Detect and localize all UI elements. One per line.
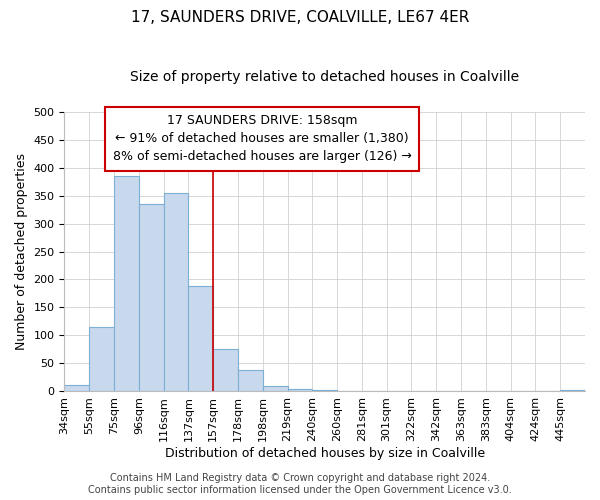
X-axis label: Distribution of detached houses by size in Coalville: Distribution of detached houses by size … <box>164 447 485 460</box>
Bar <box>188 286 213 392</box>
Bar <box>287 388 313 392</box>
Bar <box>263 386 287 392</box>
Text: Contains HM Land Registry data © Crown copyright and database right 2024.
Contai: Contains HM Land Registry data © Crown c… <box>88 474 512 495</box>
Bar <box>64 384 89 392</box>
Text: 17, SAUNDERS DRIVE, COALVILLE, LE67 4ER: 17, SAUNDERS DRIVE, COALVILLE, LE67 4ER <box>131 10 469 25</box>
Bar <box>560 390 585 392</box>
Bar <box>139 204 164 392</box>
Bar <box>337 391 362 392</box>
Y-axis label: Number of detached properties: Number of detached properties <box>15 153 28 350</box>
Text: 17 SAUNDERS DRIVE: 158sqm
← 91% of detached houses are smaller (1,380)
8% of sem: 17 SAUNDERS DRIVE: 158sqm ← 91% of detac… <box>113 114 412 164</box>
Bar <box>164 192 188 392</box>
Title: Size of property relative to detached houses in Coalville: Size of property relative to detached ho… <box>130 70 519 84</box>
Bar <box>89 327 114 392</box>
Bar <box>238 370 263 392</box>
Bar <box>213 349 238 392</box>
Bar <box>114 176 139 392</box>
Bar <box>313 390 337 392</box>
